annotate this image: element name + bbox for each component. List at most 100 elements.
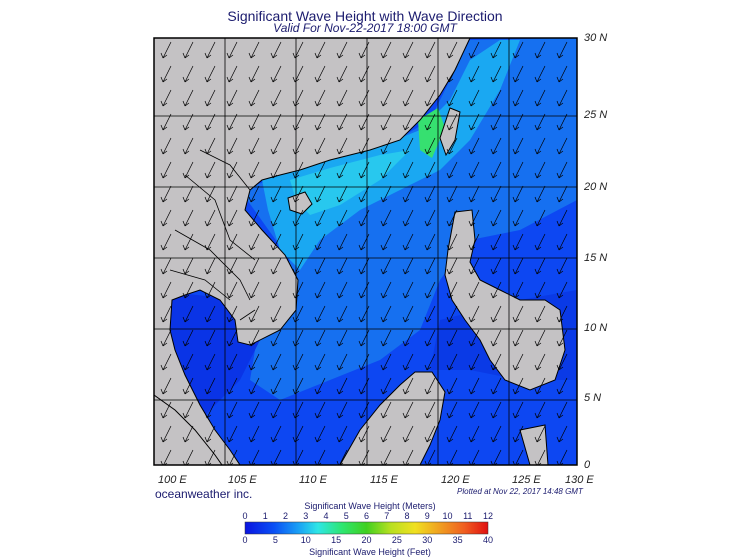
wave-arrow (380, 329, 392, 347)
wave-arrow (182, 65, 194, 83)
wave-arrow (446, 65, 458, 83)
wave-arrow (336, 161, 348, 179)
wave-arrow (270, 353, 282, 371)
wave-arrow (248, 41, 260, 59)
wave-arrow (336, 209, 348, 227)
land-asia (154, 38, 471, 465)
wave-arrow (512, 233, 524, 251)
wave-arrow (512, 65, 524, 83)
wave-arrow (248, 113, 260, 131)
wave-arrow (358, 353, 370, 371)
wave-arrow (402, 233, 414, 251)
wave-arrow (556, 113, 568, 131)
wave-arrow (226, 161, 238, 179)
wave-arrow (556, 425, 568, 443)
wave-arrow (160, 425, 172, 443)
wave-arrow (270, 329, 282, 347)
wave-arrow (358, 209, 370, 227)
wave-arrow (226, 281, 238, 299)
wave-arrow (226, 185, 238, 203)
wave-arrow (468, 137, 480, 155)
wave-arrow (292, 377, 304, 395)
wave-arrow (160, 401, 172, 419)
meter-tick: 7 (384, 511, 390, 521)
wave-arrow (446, 113, 458, 131)
meter-tick: 10 (442, 511, 453, 521)
wave-arrow (446, 425, 458, 443)
wave-arrow (402, 353, 414, 371)
wave-arrow (512, 353, 524, 371)
wave-arrow (182, 209, 194, 227)
wave-arrow (402, 185, 414, 203)
wave-arrow (270, 137, 282, 155)
wave-arrow (490, 113, 502, 131)
lon-label-110e: 110 E (299, 474, 327, 486)
wave-arrow (534, 377, 546, 395)
wave-arrow (424, 353, 436, 371)
lat-label-15n: 15 N (584, 252, 608, 264)
wave-arrow (534, 353, 546, 371)
wave-arrow (204, 185, 216, 203)
wave-arrow (380, 89, 392, 107)
wave-arrow (446, 329, 458, 347)
feet-tick: 25 (391, 535, 402, 545)
feet-tick: 5 (272, 535, 278, 545)
wave-arrow (270, 41, 282, 59)
wave-arrow (270, 377, 282, 395)
wave-arrow (226, 353, 238, 371)
wave-arrow (182, 161, 194, 179)
wave-arrow (270, 65, 282, 83)
wave-arrow (248, 401, 260, 419)
wave-arrow (490, 257, 502, 275)
wave-arrow (226, 425, 238, 443)
wave-arrow (248, 425, 260, 443)
wave-arrow (248, 209, 260, 227)
wave-arrow (556, 209, 568, 227)
wave-arrow (358, 89, 370, 107)
wave-arrow (556, 329, 568, 347)
wave-arrow (380, 161, 392, 179)
wave-arrow (490, 209, 502, 227)
wave-arrow (512, 41, 524, 59)
wave-arrow (336, 377, 348, 395)
wave-arrow (424, 65, 436, 83)
meter-tick: 6 (363, 511, 369, 521)
wave-arrow (226, 89, 238, 107)
wave-arrow (446, 233, 458, 251)
wave-arrow (314, 113, 326, 131)
feet-tick: 35 (452, 535, 463, 545)
wave-arrow (490, 65, 502, 83)
wave-arrow (490, 329, 502, 347)
wave-arrow (160, 377, 172, 395)
colorbar-title-feet: Significant Wave Height (Feet) (309, 547, 431, 557)
wave-arrow (204, 65, 216, 83)
wave-arrow (160, 185, 172, 203)
wave-arrow (160, 353, 172, 371)
map-title: Significant Wave Height with Wave Direct… (227, 8, 503, 24)
wave-arrow (468, 89, 480, 107)
wave-arrow (204, 89, 216, 107)
wave-arrow (490, 185, 502, 203)
wave-arrow (160, 233, 172, 251)
wave-arrow (160, 161, 172, 179)
wave-arrow (512, 185, 524, 203)
wave-arrow (248, 185, 260, 203)
wave-arrow (270, 257, 282, 275)
wave-arrow (358, 185, 370, 203)
wave-arrow (468, 377, 480, 395)
wave-arrow (490, 233, 502, 251)
wave-arrow (314, 281, 326, 299)
wave-arrow (182, 41, 194, 59)
wave-arrow (380, 305, 392, 323)
wave-arrow (292, 233, 304, 251)
wave-arrow (182, 305, 194, 323)
wave-arrow (204, 353, 216, 371)
wave-arrow (490, 425, 502, 443)
wave-arrow (446, 137, 458, 155)
lat-label-0: 0 (584, 459, 591, 471)
wave-arrow (402, 401, 414, 419)
wave-arrow (314, 209, 326, 227)
wave-arrow (314, 425, 326, 443)
wave-arrow (204, 113, 216, 131)
land-taiwan (439, 107, 461, 157)
